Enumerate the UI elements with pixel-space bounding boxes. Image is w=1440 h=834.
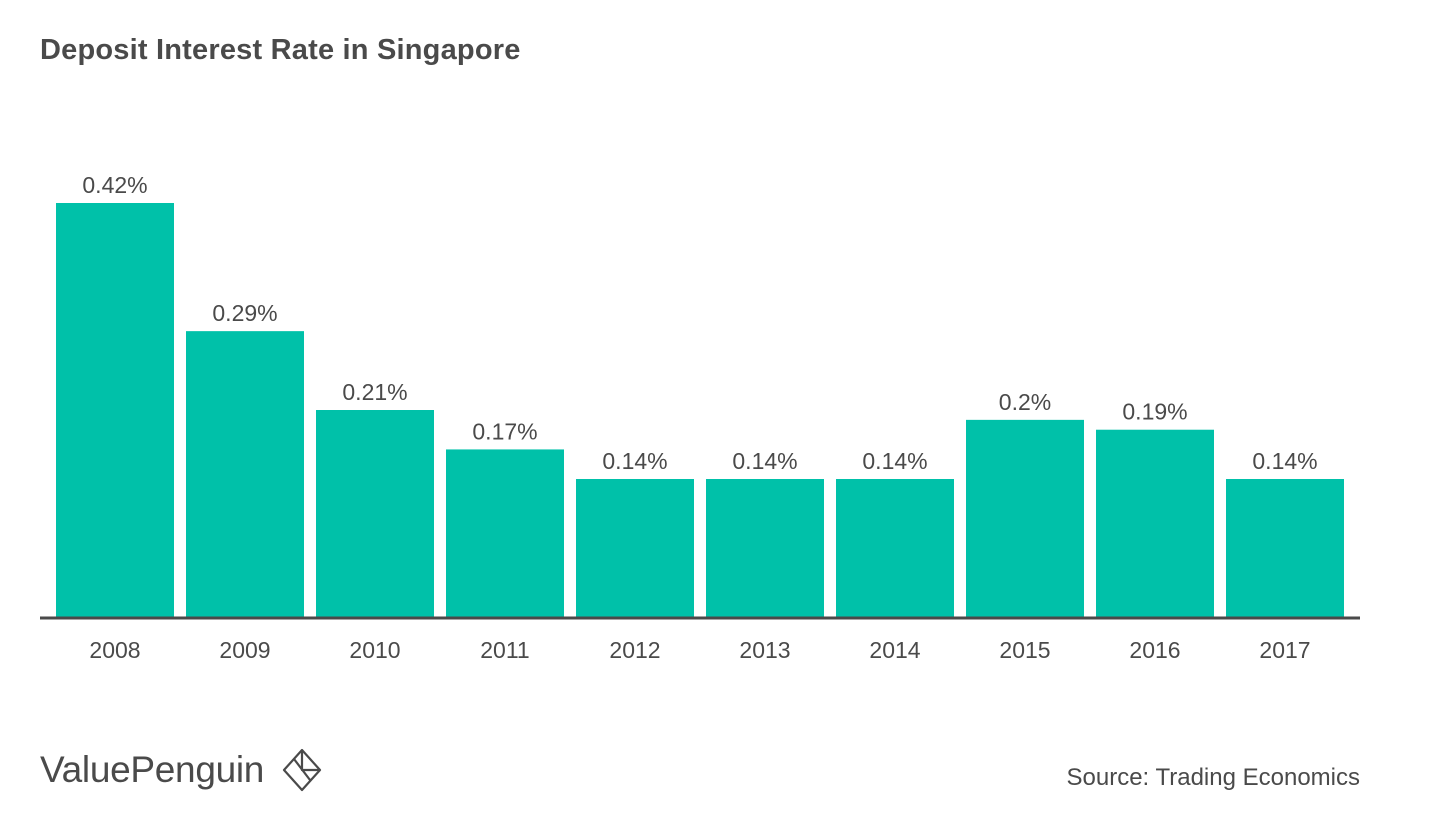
value-label-2014: 0.14% [862, 448, 927, 474]
logo-text: ValuePenguin [40, 749, 265, 790]
x-tick-label-2017: 2017 [1259, 637, 1310, 663]
bar-2009 [186, 331, 304, 617]
value-label-2015: 0.2% [999, 389, 1051, 415]
x-tick-label-2009: 2009 [219, 637, 270, 663]
diamond-penguin-icon [282, 748, 322, 792]
x-tick-label-2015: 2015 [999, 637, 1050, 663]
value-label-2011: 0.17% [472, 418, 537, 444]
value-label-2010: 0.21% [342, 379, 407, 405]
bar-2017 [1226, 479, 1344, 617]
bars-group [56, 203, 1344, 617]
bar-2014 [836, 479, 954, 617]
value-label-2008: 0.42% [82, 172, 147, 198]
chart-title: Deposit Interest Rate in Singapore [40, 34, 521, 66]
x-tick-label-2016: 2016 [1129, 637, 1180, 663]
x-tick-label-2014: 2014 [869, 637, 920, 663]
value-label-2016: 0.19% [1122, 399, 1187, 425]
x-tick-label-2012: 2012 [609, 637, 660, 663]
value-label-2012: 0.14% [602, 448, 667, 474]
source-note: Source: Trading Economics [1066, 764, 1360, 791]
bar-2012 [576, 479, 694, 617]
x-tick-label-2008: 2008 [89, 637, 140, 663]
bar-2010 [316, 410, 434, 617]
bar-2011 [446, 449, 564, 617]
x-tick-labels-group: 2008 2009 2010 2011 2012 2013 2014 2015 2016 2017 [89, 637, 1310, 663]
value-label-2009: 0.29% [212, 300, 277, 326]
x-tick-label-2010: 2010 [349, 637, 400, 663]
valuepenguin-logo: ValuePenguin [40, 742, 328, 798]
value-label-2013: 0.14% [732, 448, 797, 474]
bar-2015 [966, 419, 1084, 617]
x-tick-label-2011: 2011 [480, 637, 529, 663]
bar-2013 [706, 479, 824, 617]
bar-2016 [1096, 429, 1214, 617]
value-label-2017: 0.14% [1252, 448, 1317, 474]
x-tick-label-2013: 2013 [739, 637, 790, 663]
bar-2008 [56, 203, 174, 617]
value-labels-group: 0.42% 0.29% 0.21% 0.17% 0.14% 0.14% 0.14% 0.2% 0… [82, 172, 1317, 474]
